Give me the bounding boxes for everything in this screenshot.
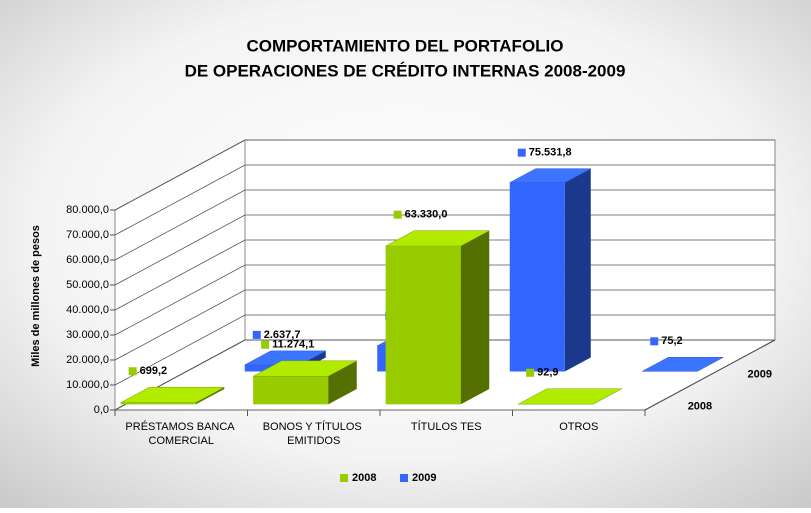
- y-tick-label: 20.000,0: [66, 354, 109, 366]
- bar-side: [461, 231, 490, 405]
- x-tick-label-line: TÍTULOS TES: [411, 420, 482, 433]
- value-label: 63.330,0: [405, 209, 448, 221]
- label-key: [261, 341, 269, 349]
- x-tick-label-line: EMITIDOS: [287, 435, 340, 447]
- chart-title: COMPORTAMIENTO DEL PORTAFOLIO: [246, 36, 563, 55]
- x-tick-label-line: OTROS: [559, 421, 598, 433]
- value-label: 699,2: [140, 365, 168, 377]
- y-tick-label: 0,0: [94, 404, 109, 416]
- label-key: [394, 211, 402, 219]
- legend-key: [340, 474, 348, 482]
- x-tick-label: OTROS: [559, 421, 598, 433]
- bar-side: [565, 169, 591, 372]
- y-axis-label: Miles de millones de pesos: [30, 225, 42, 367]
- y-tick-label: 40.000,0: [66, 304, 109, 316]
- label-key: [518, 149, 526, 157]
- chart-title: DE OPERACIONES DE CRÉDITO INTERNAS 2008-…: [185, 61, 626, 80]
- legend-label: 2008: [352, 472, 376, 484]
- label-key: [253, 331, 261, 339]
- label-key: [650, 337, 658, 345]
- x-tick-label-line: PRÉSTAMOS BANCA: [125, 420, 237, 433]
- depth-label: 2008: [688, 401, 712, 413]
- bar: [253, 376, 328, 404]
- x-tick-label: TÍTULOS TES: [411, 420, 482, 433]
- legend-key: [400, 474, 408, 482]
- legend-label: 2009: [412, 472, 436, 484]
- label-key: [129, 367, 137, 375]
- x-tick-label-line: BONOS Y TÍTULOS: [263, 420, 365, 433]
- y-tick-label: 30.000,0: [66, 329, 109, 341]
- label-key: [526, 369, 534, 377]
- x-tick-label-line: COMERCIAL: [149, 435, 214, 447]
- value-label: 11.274,1: [272, 339, 314, 351]
- y-tick-label: 10.000,0: [66, 379, 109, 391]
- value-label: 92,9: [537, 367, 558, 379]
- y-tick-label: 50.000,0: [66, 279, 109, 291]
- bar: [121, 403, 196, 405]
- depth-label: 2009: [748, 368, 772, 380]
- value-label: 75,2: [661, 335, 682, 347]
- y-tick-label: 70.000,0: [66, 229, 109, 241]
- y-tick-label: 60.000,0: [66, 254, 109, 266]
- value-label: 75.531,8: [529, 147, 572, 159]
- bar: [386, 246, 461, 404]
- bar: [510, 183, 565, 372]
- y-tick-label: 80.000,0: [66, 204, 109, 216]
